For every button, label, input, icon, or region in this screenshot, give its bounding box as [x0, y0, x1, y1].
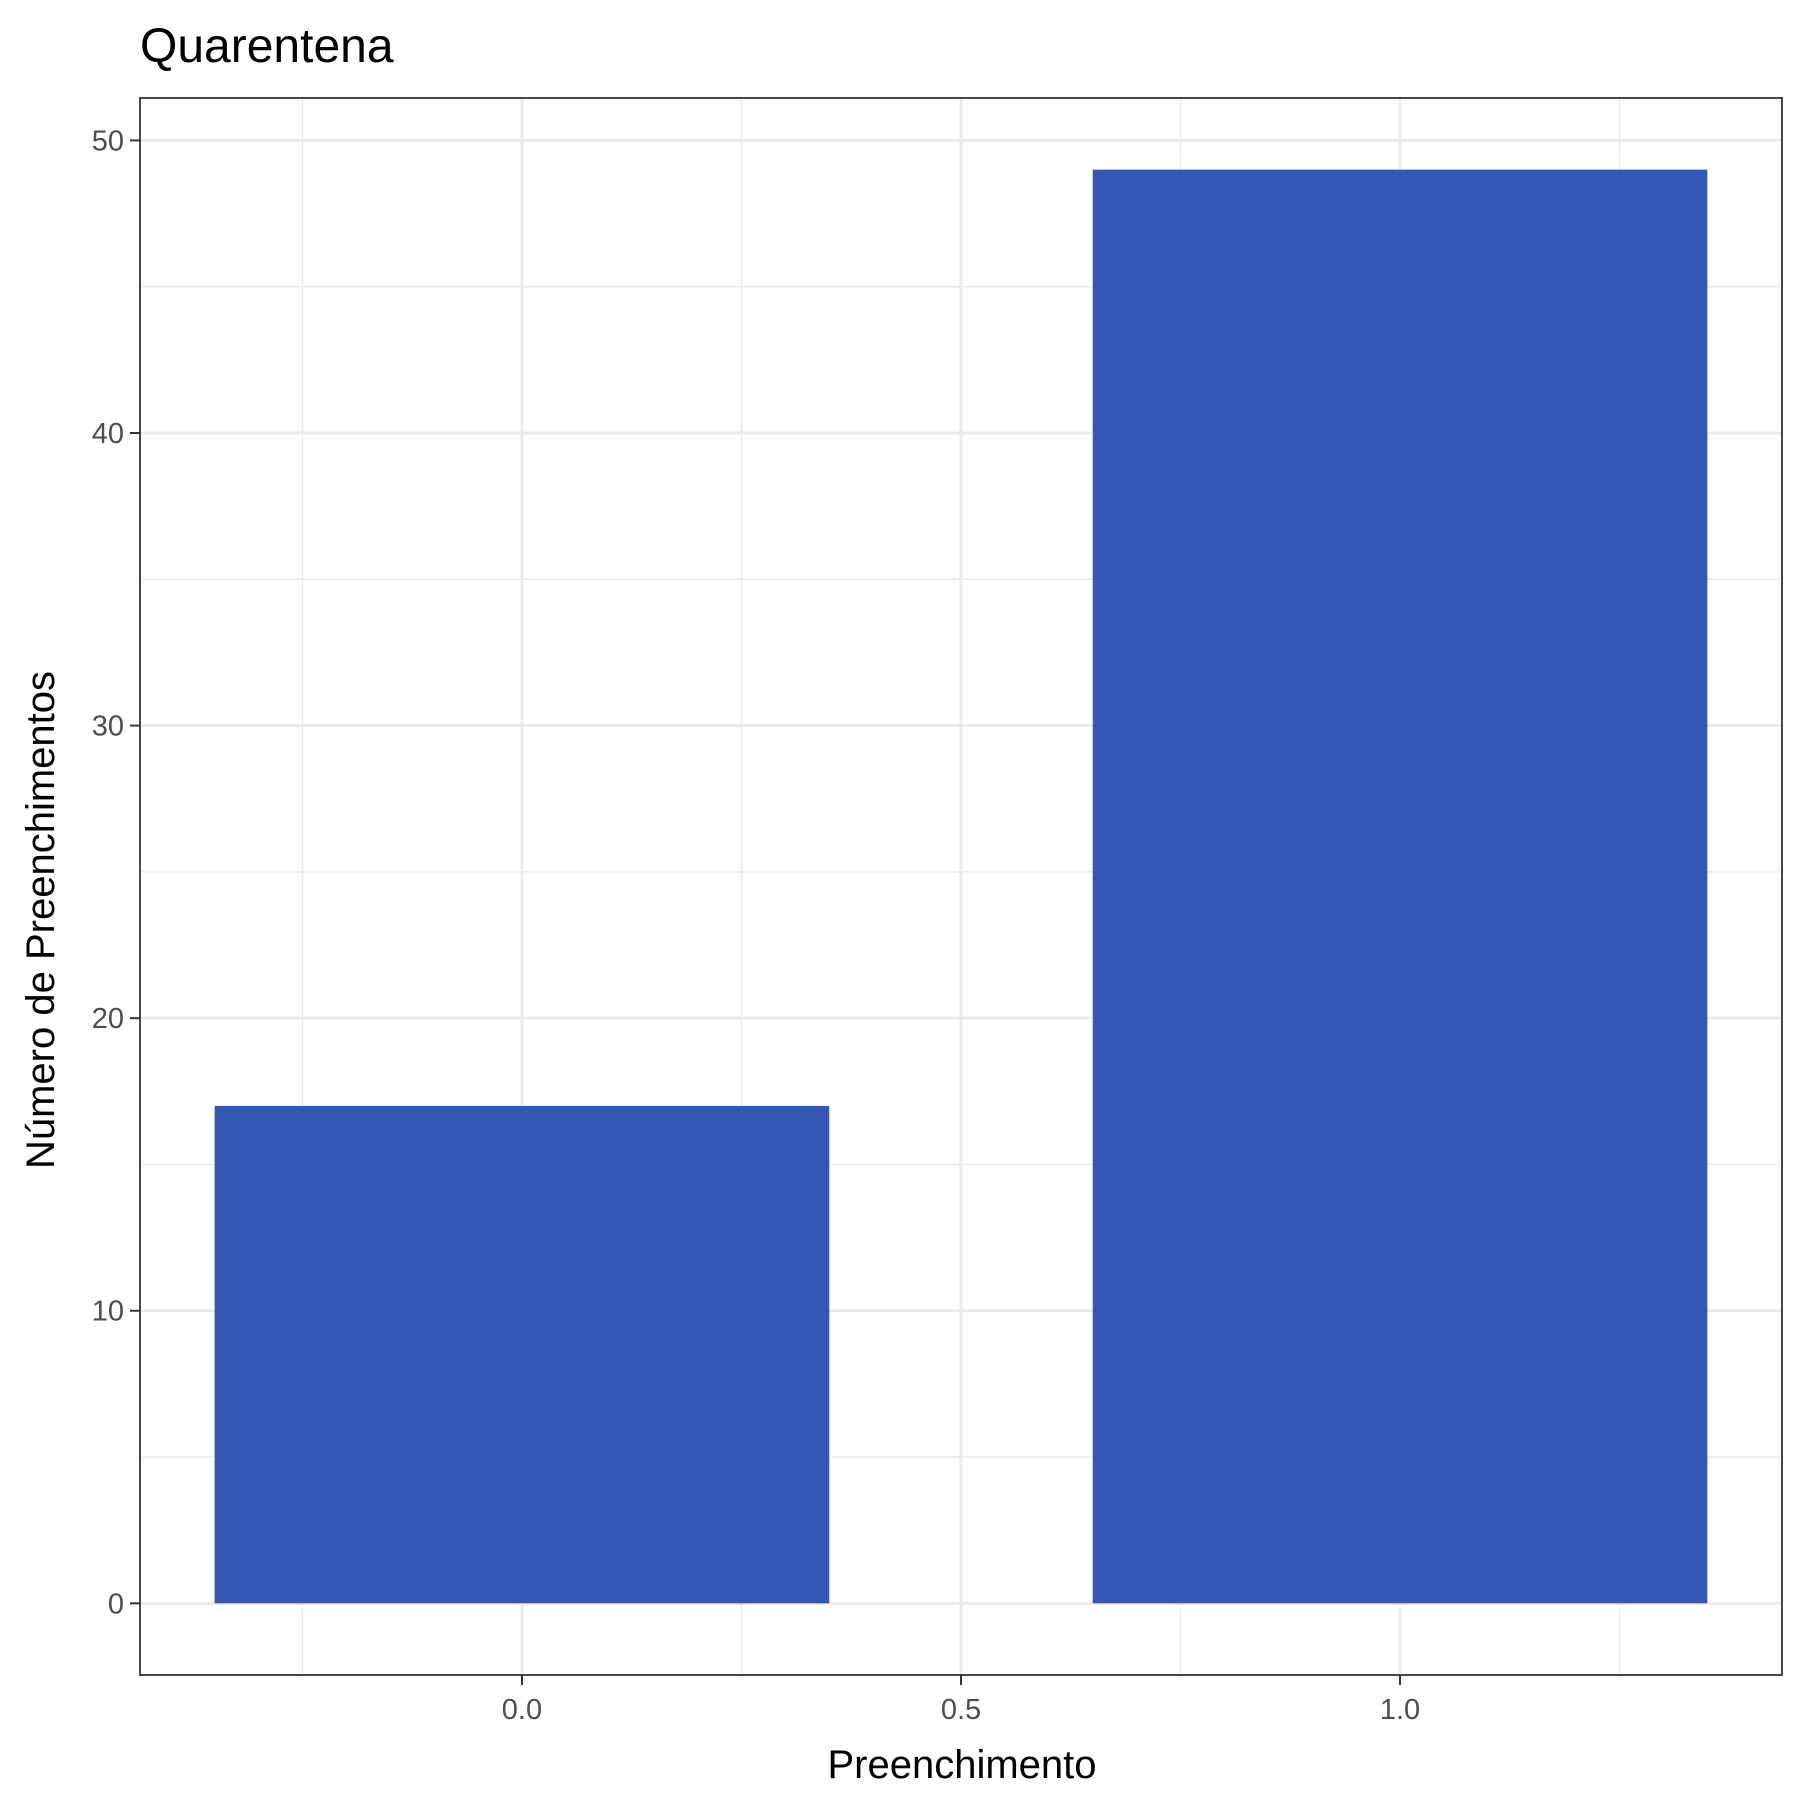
- y-tick-label: 50: [92, 125, 124, 157]
- y-axis-ticks: 0 10 20 30 40 50: [92, 125, 140, 1620]
- x-tick-label: 1.0: [1380, 1694, 1420, 1726]
- bar: [1092, 169, 1708, 1604]
- y-tick-label: 0: [108, 1588, 124, 1620]
- y-tick-label: 30: [92, 711, 124, 743]
- x-axis-ticks: 0.0 0.5 1.0: [502, 1675, 1420, 1726]
- y-tick-label: 10: [92, 1296, 124, 1328]
- x-tick-label: 0.5: [941, 1694, 981, 1726]
- bars: [214, 169, 1708, 1604]
- chart-title: Quarentena: [140, 20, 394, 73]
- bar: [214, 1105, 830, 1604]
- y-tick-label: 40: [92, 418, 124, 450]
- y-tick-label: 20: [92, 1003, 124, 1035]
- x-axis-label: Preenchimento: [827, 1743, 1096, 1787]
- x-tick-label: 0.0: [502, 1694, 542, 1726]
- y-axis-label: Número de Preenchimentos: [19, 671, 63, 1169]
